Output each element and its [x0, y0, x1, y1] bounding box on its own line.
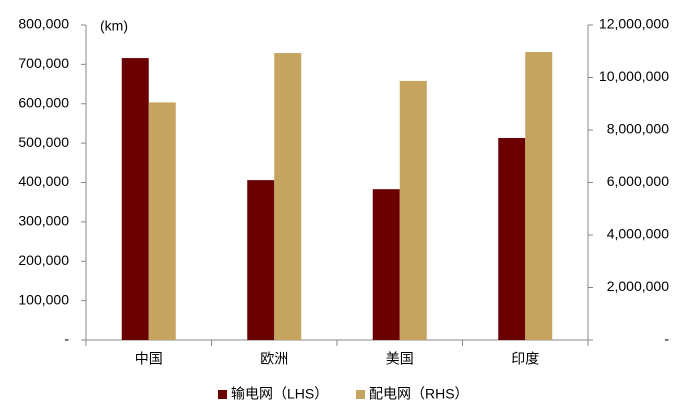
bar — [148, 102, 176, 340]
y-axis-label: (km) — [100, 18, 128, 34]
bar — [121, 58, 149, 340]
y2-tick-label: 12,000,000 — [599, 16, 669, 32]
y-tick-label: 400,000 — [18, 173, 69, 189]
bar — [372, 189, 400, 340]
y-tick-label: 800,000 — [18, 16, 69, 32]
y-tick-label: 600,000 — [18, 94, 69, 110]
x-tick-label: 美国 — [386, 351, 414, 367]
legend-label: 配电网（RHS） — [369, 386, 469, 402]
y2-tick-label: 4,000,000 — [607, 226, 669, 242]
bar — [399, 80, 427, 340]
y2-tick-label: - — [664, 331, 669, 347]
bar — [274, 53, 302, 341]
y-tick-label: 100,000 — [18, 291, 69, 307]
legend-swatch — [218, 390, 227, 399]
y-tick-label: 700,000 — [18, 55, 69, 71]
y-tick-label: 300,000 — [18, 213, 69, 229]
y2-tick-label: 10,000,000 — [599, 68, 669, 84]
y-tick-label: - — [64, 331, 69, 347]
x-tick-label: 中国 — [135, 351, 163, 367]
legend-label: 输电网（LHS） — [231, 386, 328, 402]
bar — [525, 52, 553, 340]
y2-tick-label: 6,000,000 — [607, 173, 669, 189]
legend-swatch — [356, 390, 365, 399]
bar — [498, 138, 526, 340]
bar — [247, 180, 275, 340]
y2-tick-label: 8,000,000 — [607, 121, 669, 137]
x-tick-label: 印度 — [511, 351, 539, 367]
y2-tick-label: 2,000,000 — [607, 278, 669, 294]
y-tick-label: 500,000 — [18, 134, 69, 150]
y-tick-label: 200,000 — [18, 252, 69, 268]
x-tick-label: 欧洲 — [260, 351, 288, 367]
